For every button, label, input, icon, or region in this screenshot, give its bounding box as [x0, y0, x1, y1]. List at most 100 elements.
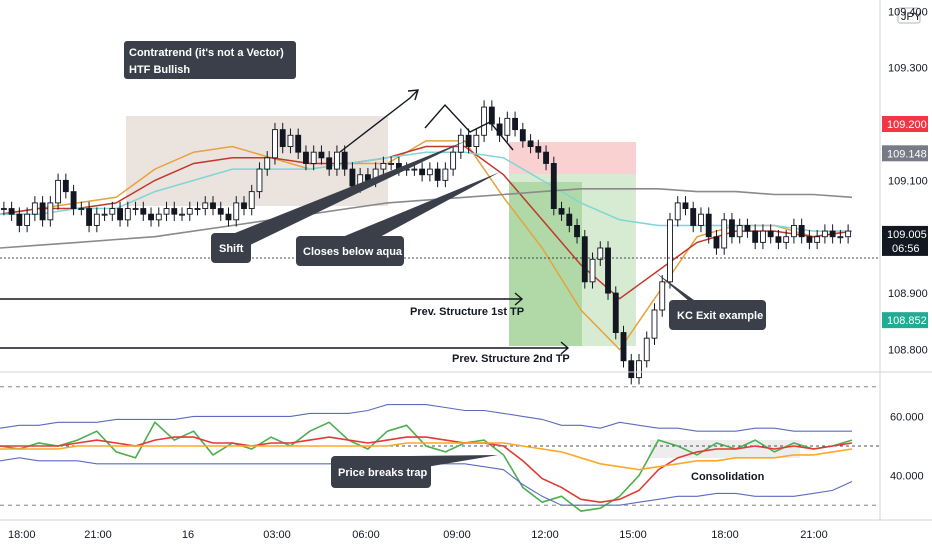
note-trap-box [331, 456, 431, 488]
candle-body [8, 208, 15, 215]
time-tick-1: 21:00 [84, 529, 112, 541]
candle-body [457, 134, 464, 153]
candle-body [806, 236, 813, 243]
candle-body [783, 236, 790, 243]
candle-body [659, 281, 666, 311]
currency-badge[interactable] [897, 7, 921, 24]
note-closes-box [296, 236, 404, 266]
time-tick-0: 18:00 [8, 529, 36, 541]
ma-line-1 [0, 145, 853, 300]
drawings [0, 89, 880, 355]
candle-body [194, 208, 201, 210]
candle-body [798, 225, 805, 238]
time-axis[interactable]: 18:00 21:00 16 03:00 06:00 09:00 12:00 15:00 18:… [8, 529, 828, 541]
chart-subtitle: HTF Bullish [129, 64, 190, 76]
candle-body [690, 208, 697, 226]
pointer-shift [230, 140, 468, 245]
time-tick-2: 16 [182, 529, 194, 541]
price-tag-label-3: 108.852 [887, 315, 927, 327]
candle-body [612, 292, 619, 333]
candle-body [341, 151, 348, 170]
oscillator-axis: 60.000 40.000 [890, 411, 924, 482]
price-tag-label-2: 109.005 [887, 229, 927, 241]
candle-body [217, 208, 224, 215]
note-kc-box [669, 300, 766, 330]
candle-body [543, 151, 549, 164]
candle-body [767, 230, 774, 238]
time-tick-8: 18:00 [711, 529, 739, 541]
candle-body [225, 213, 232, 221]
candle-body [426, 168, 433, 176]
candle-body [419, 168, 426, 176]
price-tag-1 [882, 145, 928, 162]
swing-line-2 [424, 103, 514, 151]
chart-title: Contratrend (it's not a Vector) [129, 47, 284, 59]
candle-body [512, 117, 519, 131]
candle-body [272, 129, 278, 159]
candle-body [78, 208, 85, 210]
candle-body [628, 360, 635, 379]
candle-body [481, 106, 488, 136]
candle-body [411, 168, 418, 171]
candle-body [682, 202, 689, 209]
candle-body [667, 219, 673, 283]
candle-body [729, 219, 735, 238]
candle-body [752, 230, 759, 243]
candle-body [380, 163, 387, 170]
candle-body [519, 129, 526, 142]
price-tag-0 [882, 116, 928, 132]
candle-body [179, 213, 185, 216]
price-tags: 109.200 109.148 109.005 06:56 108.852 [882, 116, 928, 329]
candle-body [674, 202, 681, 221]
axes: JPY [0, 0, 932, 521]
candle-body [589, 258, 596, 283]
candle-body [256, 168, 263, 193]
candle-body [39, 202, 46, 221]
candle-body [550, 163, 557, 209]
callout-pointers [230, 140, 705, 468]
osc-tick-0: 60.000 [890, 411, 924, 423]
candle-body [62, 179, 69, 193]
candle-body [186, 208, 193, 215]
candle-body [86, 208, 93, 226]
label-consolidation: Consolidation [691, 471, 765, 483]
candle-body [845, 230, 852, 238]
time-tick-7: 15:00 [619, 529, 647, 541]
candle-body [473, 134, 480, 147]
candle-body [744, 225, 751, 232]
candle-body [636, 360, 642, 379]
candle-body [814, 236, 821, 243]
candle-body [574, 225, 580, 238]
candle-body [450, 151, 457, 170]
candle-body [318, 151, 325, 159]
candle-body [713, 236, 720, 249]
time-tick-6: 12:00 [531, 529, 559, 541]
candle-body [442, 168, 449, 181]
candle-body [620, 332, 627, 362]
price-tag-3 [882, 312, 928, 329]
time-tick-5: 09:00 [443, 529, 471, 541]
pointer-price-breaks-trap [410, 455, 498, 468]
label-1st-tp: Prev. Structure 1st TP [410, 306, 524, 318]
candle-body [117, 208, 123, 221]
candle-body [605, 247, 611, 294]
note-closes: Closes below aqua [303, 246, 403, 258]
osc-line-3 [0, 404, 852, 432]
price-tick-5: 108.900 [888, 288, 928, 300]
candle-body [651, 309, 658, 339]
candle-body [248, 191, 255, 209]
candle-body [16, 213, 23, 226]
note-trap: Price breaks trap [338, 467, 428, 479]
price-tick-6: 108.800 [888, 344, 928, 356]
note-shift: Shift [219, 243, 244, 255]
candle-body [326, 157, 333, 170]
candle-body [155, 213, 162, 221]
swing-arrow-head [407, 89, 419, 101]
price-tag-label-0: 109.200 [887, 119, 927, 131]
title-box [124, 41, 296, 79]
candle-body [837, 236, 844, 239]
currency-label: JPY [901, 11, 922, 23]
candle-body [333, 151, 340, 170]
time-tick-4: 06:00 [352, 529, 380, 541]
